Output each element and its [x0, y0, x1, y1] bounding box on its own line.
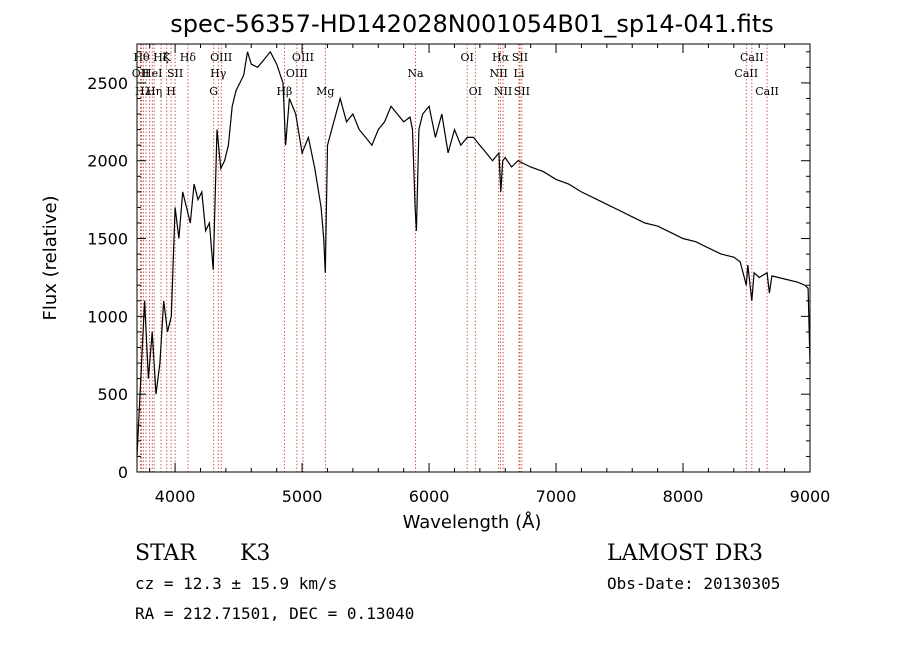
line-marker-label-11: Hδ: [180, 51, 197, 64]
line-marker-label-30: CaII: [755, 85, 779, 98]
line-marker-labels: Hθ OII Hλ HeI Hη HζK H SII Hδ G Hγ OIII Hβ OIII OIII Mg…: [132, 51, 779, 98]
y-tick-label: 500: [97, 385, 128, 404]
line-marker-label-19: Na: [407, 67, 424, 80]
line-marker-label-23: Hα: [492, 51, 510, 64]
line-marker-label-8: K: [163, 51, 172, 64]
line-marker-label-10: SII: [167, 67, 183, 80]
redshift-cz: cz = 12.3 ± 15.9 km/s: [135, 574, 337, 593]
y-tick-label: 1500: [87, 230, 128, 249]
y-tick-label: 2000: [87, 152, 128, 171]
line-marker-label-24: NII: [494, 85, 512, 98]
x-tick-label: 8000: [663, 487, 704, 506]
spectrum-line: [136, 50, 811, 457]
line-marker-label-29: CaII: [740, 51, 764, 64]
line-marker-label-15: Hβ: [276, 85, 292, 98]
line-marker-label-12: G: [209, 85, 218, 98]
line-marker-label-18: Mg: [316, 85, 334, 98]
y-tick-label: 2500: [87, 74, 128, 93]
survey-name: LAMOST DR3: [607, 541, 763, 566]
object-subclass: K3: [240, 541, 270, 566]
line-marker-label-7: Hζ: [153, 51, 169, 64]
x-tick-label: 4000: [155, 487, 196, 506]
object-class: STAR: [135, 541, 197, 566]
line-marker-label-17: OIII: [292, 51, 314, 64]
line-marker-label-1: OII: [132, 67, 150, 80]
x-tick-label: 7000: [536, 487, 577, 506]
line-marker-label-20: OI: [460, 51, 473, 64]
line-marker-label-13: Hγ: [210, 67, 227, 80]
coordinates: RA = 212.71501, DEC = 0.13040: [135, 604, 414, 623]
x-tick-label: 9000: [790, 487, 831, 506]
x-axis-ticks: 4000 5000 6000 7000 8000 9000: [149, 44, 831, 506]
y-tick-label: 0: [118, 463, 128, 482]
line-marker-label-2: Hλ: [135, 85, 152, 98]
line-markers: [140, 44, 768, 472]
line-marker-label-14: OIII: [210, 51, 232, 64]
y-axis-label: Flux (relative): [40, 195, 61, 320]
line-marker-label-16: OIII: [286, 67, 308, 80]
plot-frame: [136, 43, 811, 473]
line-marker-label-9: H: [166, 85, 176, 98]
line-marker-label-5: HeI: [142, 67, 162, 80]
line-marker-label-27: SII: [514, 85, 530, 98]
line-marker-label-0: Hθ: [133, 51, 150, 64]
line-marker-label-21: OI: [469, 85, 482, 98]
x-tick-label: 5000: [282, 487, 323, 506]
observation-date: Obs-Date: 20130305: [607, 574, 780, 593]
x-tick-label: 6000: [409, 487, 450, 506]
line-marker-label-28: CaII: [734, 67, 758, 80]
y-axis-ticks: 0 500 1000 1500 2000 2500: [87, 51, 810, 482]
y-tick-label: 1000: [87, 307, 128, 326]
line-marker-label-25: Li: [514, 67, 525, 80]
chart-title: spec-56357-HD142028N001054B01_sp14-041.f…: [170, 10, 774, 38]
line-marker-label-6: Hη: [146, 85, 162, 98]
line-marker-label-22: NII: [489, 67, 507, 80]
line-marker-label-26: SII: [512, 51, 528, 64]
x-axis-label: Wavelength (Å): [403, 511, 542, 533]
